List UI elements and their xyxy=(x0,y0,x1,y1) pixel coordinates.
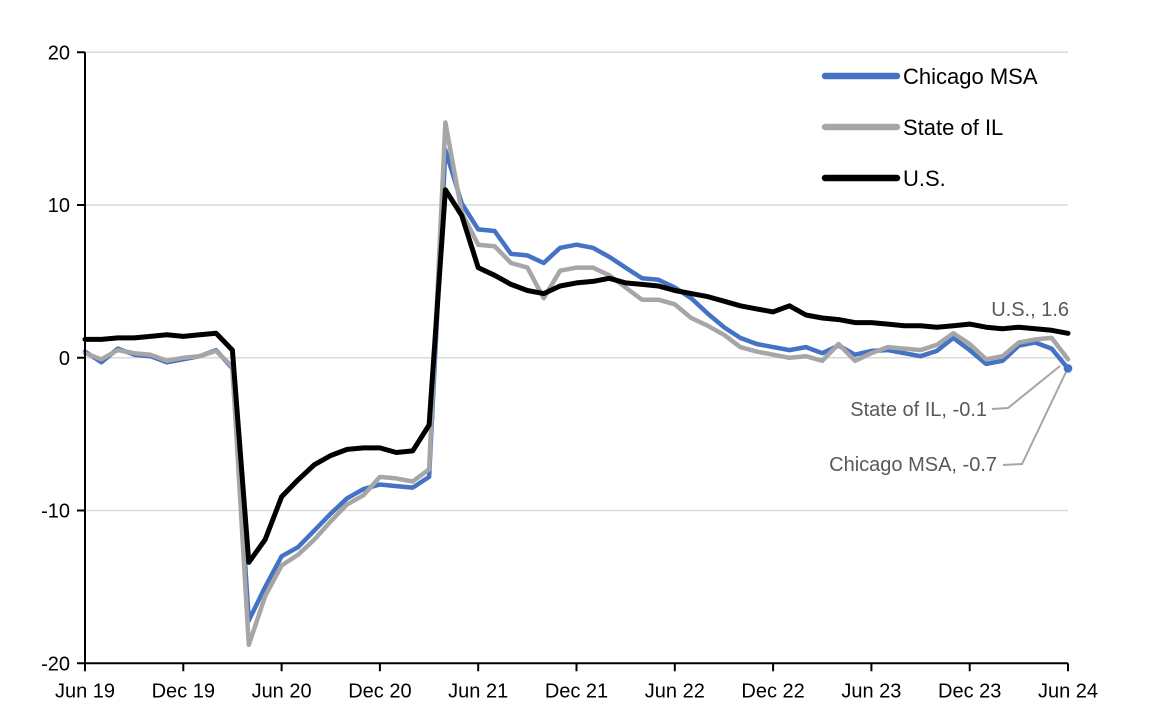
x-tick-label-jun-23: Jun 23 xyxy=(841,680,901,702)
x-tick-label-dec-20: Dec 20 xyxy=(348,680,411,702)
x-tick-label-jun-21: Jun 21 xyxy=(448,680,508,702)
annotation-state-of-il: State of IL, -0.1 xyxy=(850,399,987,421)
annotation-leader-state-of-il xyxy=(991,365,1061,410)
legend-label-u-s: U.S. xyxy=(903,166,946,191)
x-tick-label-jun-19: Jun 19 xyxy=(55,680,115,702)
legend-item-state-of-il: State of IL xyxy=(821,115,1003,140)
legend-item-chicago-msa: Chicago MSA xyxy=(821,64,1038,89)
x-tick-label-dec-19: Dec 19 xyxy=(152,680,215,702)
annotation-leader-chicago-msa xyxy=(1002,371,1067,466)
x-tick-label-jun-20: Jun 20 xyxy=(252,680,312,702)
legend-label-state-of-il: State of IL xyxy=(903,115,1003,140)
annotation-chicago-msa: Chicago MSA, -0.7 xyxy=(829,454,997,476)
x-tick-label-dec-23: Dec 23 xyxy=(938,680,1001,702)
x-tick-label-jun-22: Jun 22 xyxy=(645,680,705,702)
series-end-marker-chicago-msa xyxy=(1063,364,1073,373)
y-tick-label-20: 20 xyxy=(48,42,70,64)
y-tick-label-0: 0 xyxy=(59,348,70,370)
y-tick-label--10: -10 xyxy=(41,501,70,523)
annotation-us: U.S., 1.6 xyxy=(991,299,1069,321)
y-tick-label-10: 10 xyxy=(48,195,70,217)
series-line-u-s xyxy=(82,187,1071,565)
x-tick-label-dec-21: Dec 21 xyxy=(545,680,608,702)
legend-label-chicago-msa: Chicago MSA xyxy=(903,64,1038,89)
series-line-state-of-il xyxy=(82,120,1071,648)
x-tick-label-jun-24: Jun 24 xyxy=(1038,680,1098,702)
y-tick-label--20: -20 xyxy=(41,653,70,675)
legend-item-u-s: U.S. xyxy=(821,166,946,191)
x-tick-label-dec-22: Dec 22 xyxy=(741,680,804,702)
